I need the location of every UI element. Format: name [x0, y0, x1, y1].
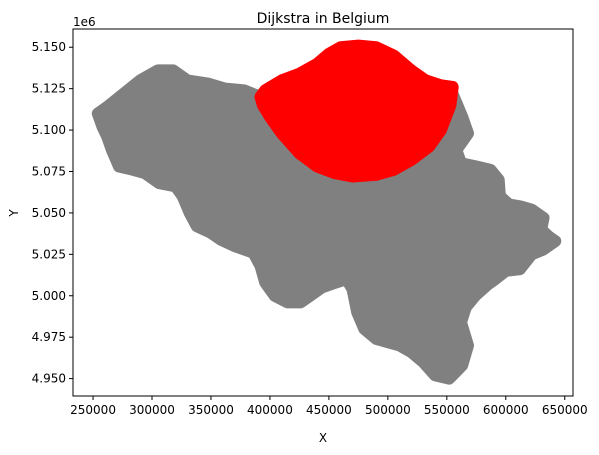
- y-tick-label: 5.100: [32, 123, 66, 137]
- x-tick-label: 300000: [129, 403, 175, 417]
- y-tick-label: 5.075: [32, 164, 66, 178]
- y-tick-label: 5.025: [32, 247, 66, 261]
- x-tick-label: 500000: [365, 403, 411, 417]
- series-visited-nodes-region: [254, 39, 459, 183]
- y-tick-label: 4.975: [32, 330, 66, 344]
- y-tick-label: 4.950: [32, 372, 66, 386]
- y-tick-label: 5.050: [32, 206, 66, 220]
- x-tick-label: 550000: [424, 403, 470, 417]
- x-axis: 250000 300000 350000 400000 450000 500000 5500…: [70, 396, 588, 417]
- plot-area: [72, 28, 574, 397]
- x-tick-label: 400000: [247, 403, 293, 417]
- y-offset-label: 1e6: [73, 15, 96, 29]
- y-tick-label: 5.125: [32, 82, 66, 96]
- x-tick-label: 600000: [483, 403, 529, 417]
- y-axis: 4.950 4.975 5.000 5.025 5.050 5.075 5.100 5.125…: [32, 40, 73, 386]
- series-layer: [91, 39, 562, 385]
- x-tick-label: 650000: [542, 403, 588, 417]
- x-tick-label: 450000: [306, 403, 352, 417]
- x-tick-label: 250000: [70, 403, 116, 417]
- y-tick-label: 5.150: [32, 40, 66, 54]
- y-tick-label: 5.000: [32, 289, 66, 303]
- chart-title: Dijkstra in Belgium: [257, 11, 390, 27]
- x-tick-label: 350000: [188, 403, 234, 417]
- x-axis-label: X: [319, 431, 327, 445]
- y-axis-label: Y: [7, 209, 21, 218]
